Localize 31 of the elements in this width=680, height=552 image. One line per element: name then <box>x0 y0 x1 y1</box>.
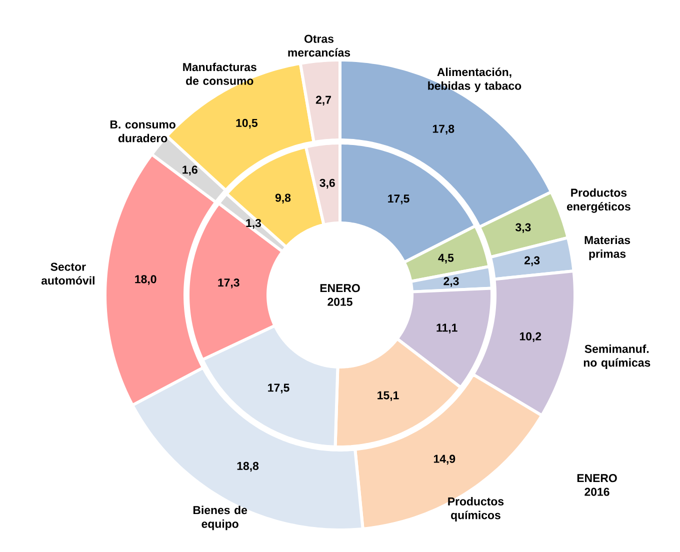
slice-label: Materias primas <box>584 236 630 260</box>
slice-label: Alimentación, bebidas y tabaco <box>428 68 522 92</box>
slice-label: B. consumo duradero <box>110 120 176 142</box>
data-label: 14,9 <box>434 454 456 465</box>
data-label: 1,3 <box>246 218 262 229</box>
data-label: 18,0 <box>135 275 156 285</box>
slice-label: Otras mercancías <box>288 34 350 57</box>
data-label: 17,5 <box>268 384 290 394</box>
slice-label: ENERO 2016 <box>577 474 617 496</box>
slice-label: Semimanuf. no químicas <box>584 344 650 369</box>
data-label: 17,3 <box>218 278 240 288</box>
data-label: 17,8 <box>432 124 454 135</box>
data-label: 1,6 <box>182 166 198 176</box>
data-label: 4,5 <box>438 254 454 264</box>
data-label: 10,5 <box>236 118 258 129</box>
data-label: 3,6 <box>320 178 335 189</box>
data-label: 11,1 <box>436 324 458 334</box>
slice-label: Productos energéticos <box>567 188 630 213</box>
data-label: 17,5 <box>388 194 410 204</box>
data-label: 2,3 <box>444 277 459 287</box>
slice-label: Productos químicos <box>448 497 504 522</box>
data-label: 3,3 <box>515 223 531 234</box>
data-label: 18,8 <box>237 462 259 472</box>
slice-label: Bienes de equipo <box>193 506 248 530</box>
data-label: 2,7 <box>316 96 331 106</box>
data-label: 9,8 <box>275 194 291 204</box>
data-label: 10,2 <box>520 332 542 342</box>
slice-label: ENERO 2015 <box>320 284 360 306</box>
data-label: 15,1 <box>378 391 399 401</box>
data-label: 2,3 <box>524 256 540 266</box>
slice-label: Sector automóvil <box>41 262 94 285</box>
